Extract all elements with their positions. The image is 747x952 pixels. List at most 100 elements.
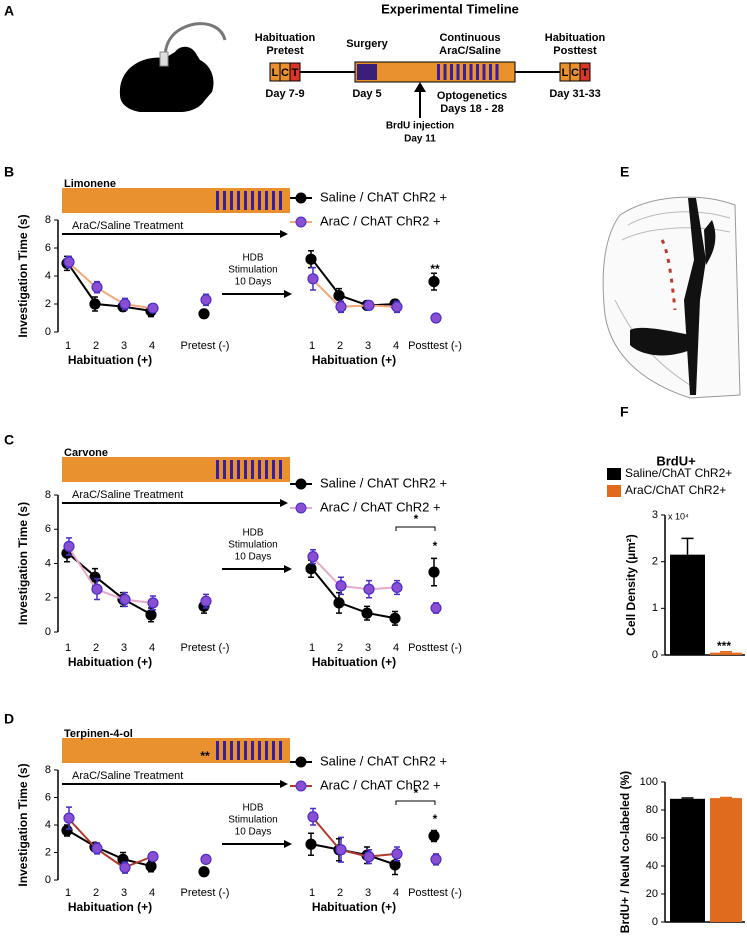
x-tick-label: Posttest (-) — [408, 340, 462, 352]
x-tick-label: 1 — [309, 887, 315, 899]
treatment-label: AraC/Saline Treatment — [72, 489, 183, 501]
stripe — [244, 460, 247, 479]
series-line — [311, 568, 397, 620]
treatment-box — [62, 738, 290, 763]
day-label: Day 7-9 — [265, 88, 304, 100]
stripe — [251, 741, 254, 760]
stage-label: Pretest — [266, 45, 304, 57]
x-tick-label: 2 — [93, 340, 99, 352]
y-tick-label: 2 — [45, 298, 51, 310]
series-line — [311, 555, 397, 591]
significance-bracket — [395, 526, 436, 531]
trial-box — [579, 62, 591, 82]
data-point — [333, 290, 345, 302]
y-tick-label: 3 — [652, 509, 658, 521]
legend-label: Saline / ChAT ChR2 + — [320, 189, 447, 204]
stripe — [279, 460, 282, 479]
stripe — [272, 191, 275, 210]
bar — [670, 798, 705, 922]
odor-label: Terpinen-4-ol — [64, 728, 133, 740]
stripe — [272, 741, 275, 760]
data-point — [63, 812, 75, 824]
x-tick-label: Pretest (-) — [181, 642, 230, 654]
stimulation-label: 10 Days — [235, 277, 272, 288]
x-tick-label: 4 — [149, 340, 155, 352]
data-point — [361, 607, 373, 619]
stripe — [279, 741, 282, 760]
y-tick-label: 4 — [45, 819, 51, 831]
group-label: Habituation (+) — [312, 353, 396, 367]
injection-label: BrdU injection — [386, 121, 454, 132]
series-line — [311, 816, 397, 858]
timeline: Experimental Timeline L C T L C T Habitu… — [119, 1, 606, 145]
legend-marker — [295, 192, 307, 204]
arrow-head — [280, 230, 288, 238]
chart-title: BrdU+ — [656, 453, 696, 468]
arrow-head — [280, 499, 288, 507]
panel-label: E — [620, 164, 629, 180]
legend-label: AraC / ChAT ChR2 + — [320, 499, 441, 514]
odor-label: Carvone — [64, 447, 108, 459]
data-point — [430, 602, 442, 614]
stage-label: AraC/Saline — [439, 45, 501, 57]
data-point — [91, 281, 103, 293]
group-label: Habituation (+) — [68, 655, 152, 669]
bar — [710, 652, 742, 655]
group-label: Habituation (+) — [68, 353, 152, 367]
trial-letter: T — [292, 67, 299, 79]
stimulation-stripes — [437, 64, 499, 80]
y-tick-label: 8 — [45, 214, 51, 226]
stage-label: Surgery — [346, 38, 388, 50]
data-point — [428, 566, 440, 578]
data-point — [428, 276, 440, 288]
panel-label: C — [4, 432, 14, 448]
stripe — [223, 741, 226, 760]
stripe — [265, 191, 268, 210]
x-tick-label: 3 — [365, 340, 371, 352]
significance: ** — [200, 749, 210, 763]
x-tick-label: 2 — [337, 642, 343, 654]
treatment-box — [62, 457, 290, 482]
legend-marker — [295, 478, 307, 490]
x-tick-label: 1 — [65, 642, 71, 654]
stripe — [223, 460, 226, 479]
data-point — [389, 612, 401, 624]
data-point — [119, 298, 131, 310]
x-tick-label: 2 — [337, 887, 343, 899]
legend-marker — [295, 756, 307, 768]
data-point — [307, 811, 319, 823]
fiber-cable — [163, 22, 227, 59]
stripe — [223, 191, 226, 210]
y-tick-label: 4 — [45, 557, 51, 569]
stage-label: Continuous — [439, 32, 500, 44]
trial-box — [289, 62, 301, 82]
treatment-bar — [354, 61, 516, 83]
stripe — [437, 64, 440, 80]
stripe — [279, 191, 282, 210]
x-tick-label: Posttest (-) — [408, 887, 462, 899]
y-tick-label: 0 — [45, 626, 51, 638]
stripe — [244, 191, 247, 210]
series-line — [67, 552, 153, 616]
error-bar — [681, 537, 694, 555]
y-tick-label: 1 — [652, 602, 658, 614]
error-bar — [720, 650, 732, 653]
stripe — [251, 191, 254, 210]
data-point — [428, 830, 440, 842]
data-point — [200, 595, 212, 607]
trial-letter: C — [281, 67, 289, 79]
y-tick-label: 0 — [652, 649, 658, 661]
stripe — [244, 741, 247, 760]
legend-label: Saline/ChAT ChR2+ — [625, 466, 732, 480]
axis-multiplier: x 10⁴ — [668, 511, 689, 521]
significance: * — [414, 786, 419, 800]
treatment-box — [62, 188, 290, 213]
treatment-label: AraC/Saline Treatment — [72, 220, 183, 232]
x-tick-label: 3 — [121, 887, 127, 899]
stripe — [495, 64, 499, 80]
data-point — [147, 851, 159, 863]
stimulation-label: Stimulation — [228, 815, 277, 826]
data-point — [63, 256, 75, 268]
x-tick-label: 1 — [309, 340, 315, 352]
x-tick-label: 4 — [149, 887, 155, 899]
